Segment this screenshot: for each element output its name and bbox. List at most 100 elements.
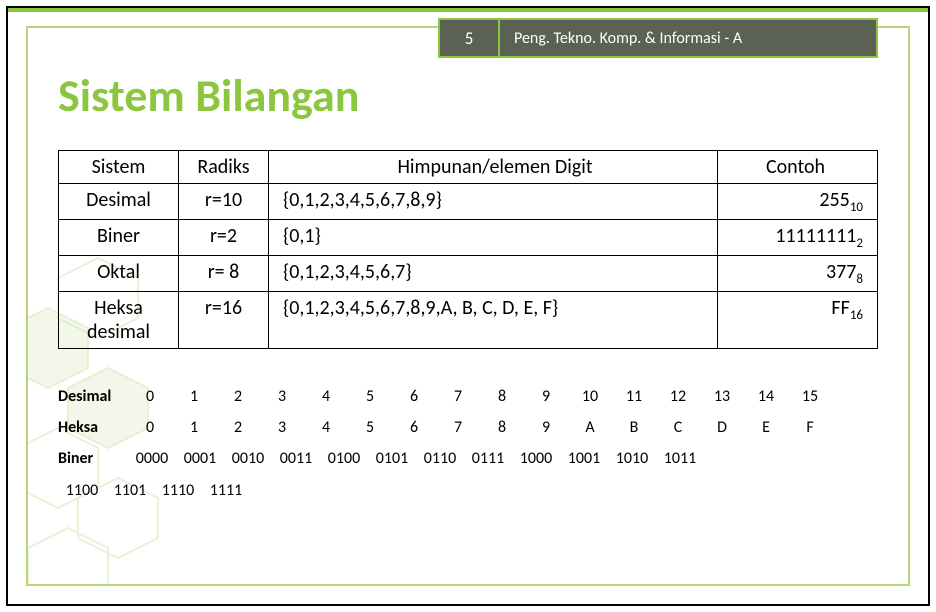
value-cell: 1101: [106, 477, 154, 504]
value-cell: 0011: [272, 445, 320, 472]
value-cell: 3: [260, 414, 304, 441]
cell-system: Heksa desimal: [59, 292, 179, 349]
value-cell: 0001: [176, 445, 224, 472]
cell-radix: r=10: [179, 184, 269, 220]
value-cell: E: [744, 414, 788, 441]
cell-set: {0,1,2,3,4,5,6,7,8,9}: [269, 184, 718, 220]
value-cell: 15: [788, 383, 832, 410]
course-title: Peng. Tekno. Komp. & Informasi - A: [500, 29, 876, 48]
value-cell: 5: [348, 383, 392, 410]
value-cell: 1: [172, 414, 216, 441]
col-header-set: Himpunan/elemen Digit: [269, 151, 718, 184]
biner-label: Biner: [58, 445, 128, 472]
cell-system: Desimal: [59, 184, 179, 220]
cell-radix: r=2: [179, 220, 269, 256]
content-area: Sistem Radiks Himpunan/elemen Digit Cont…: [58, 150, 878, 508]
value-cell: 6: [392, 383, 436, 410]
table-row: Desimal r=10 {0,1,2,3,4,5,6,7,8,9} 25510: [59, 184, 878, 220]
cell-system: Biner: [59, 220, 179, 256]
value-cell: D: [700, 414, 744, 441]
example-sub: 2: [856, 236, 863, 251]
value-cell: 5: [348, 414, 392, 441]
col-header-system: Sistem: [59, 151, 179, 184]
value-cell: 0010: [224, 445, 272, 472]
cell-set: {0,1,2,3,4,5,6,7}: [269, 256, 718, 292]
cell-example: 25510: [718, 184, 878, 220]
value-cell: 4: [304, 383, 348, 410]
value-cell: 6: [392, 414, 436, 441]
table-row: Heksa desimal r=16 {0,1,2,3,4,5,6,7,8,9,…: [59, 292, 878, 349]
value-cell: 1111: [202, 477, 250, 504]
cell-set: {0,1,2,3,4,5,6,7,8,9,A, B, C, D, E, F}: [269, 292, 718, 349]
col-header-example: Contoh: [718, 151, 878, 184]
value-cell: 0: [128, 414, 172, 441]
value-cell: 4: [304, 414, 348, 441]
decimal-label: Desimal: [58, 383, 128, 410]
slide-inner: 5 Peng. Tekno. Komp. & Informasi - A Sis…: [26, 26, 910, 586]
cell-example: 111111112: [718, 220, 878, 256]
hex-row: Heksa 0123456789ABCDEF: [58, 414, 878, 441]
value-cell: A: [568, 414, 612, 441]
value-cell: B: [612, 414, 656, 441]
biner-row-2: 1100110111101111: [58, 477, 878, 504]
header-box: 5 Peng. Tekno. Komp. & Informasi - A: [438, 18, 878, 58]
conversion-block: Desimal 0123456789101112131415 Heksa 012…: [58, 383, 878, 504]
value-cell: 10: [568, 383, 612, 410]
slide-title: Sistem Bilangan: [58, 68, 359, 124]
value-cell: 3: [260, 383, 304, 410]
cell-example: FF16: [718, 292, 878, 349]
decimal-row: Desimal 0123456789101112131415: [58, 383, 878, 410]
biner-values-1: 0000000100100011010001010110011110001001…: [128, 445, 704, 472]
col-header-radix: Radiks: [179, 151, 269, 184]
value-cell: 7: [436, 414, 480, 441]
example-sub: 16: [850, 308, 863, 323]
value-cell: 1001: [560, 445, 608, 472]
page-number: 5: [440, 20, 500, 56]
table-header-row: Sistem Radiks Himpunan/elemen Digit Cont…: [59, 151, 878, 184]
biner-row-1: Biner 0000000100100011010001010110011110…: [58, 445, 878, 472]
value-cell: 1000: [512, 445, 560, 472]
example-value: FF: [831, 296, 849, 320]
table-row: Biner r=2 {0,1} 111111112: [59, 220, 878, 256]
table-row: Oktal r= 8 {0,1,2,3,4,5,6,7} 3778: [59, 256, 878, 292]
value-cell: 0: [128, 383, 172, 410]
accent-bar: [8, 8, 928, 12]
value-cell: 11: [612, 383, 656, 410]
value-cell: 0000: [128, 445, 176, 472]
example-value: 377: [826, 260, 856, 284]
value-cell: 2: [216, 414, 260, 441]
value-cell: 9: [524, 383, 568, 410]
example-value: 255: [819, 188, 849, 212]
value-cell: 0101: [368, 445, 416, 472]
decimal-values: 0123456789101112131415: [128, 383, 832, 410]
cell-example: 3778: [718, 256, 878, 292]
value-cell: 14: [744, 383, 788, 410]
number-systems-table: Sistem Radiks Himpunan/elemen Digit Cont…: [58, 150, 878, 349]
value-cell: 12: [656, 383, 700, 410]
value-cell: 1100: [58, 477, 106, 504]
hex-label: Heksa: [58, 414, 128, 441]
value-cell: C: [656, 414, 700, 441]
value-cell: 8: [480, 383, 524, 410]
cell-system: Oktal: [59, 256, 179, 292]
hex-values: 0123456789ABCDEF: [128, 414, 832, 441]
biner-values-2: 1100110111101111: [58, 477, 250, 504]
value-cell: 2: [216, 383, 260, 410]
slide-outer: 5 Peng. Tekno. Komp. & Informasi - A Sis…: [6, 6, 930, 606]
cell-radix: r=16: [179, 292, 269, 349]
value-cell: F: [788, 414, 832, 441]
value-cell: 0111: [464, 445, 512, 472]
value-cell: 9: [524, 414, 568, 441]
value-cell: 13: [700, 383, 744, 410]
example-value: 11111111: [775, 224, 856, 248]
value-cell: 0110: [416, 445, 464, 472]
value-cell: 7: [436, 383, 480, 410]
value-cell: 1110: [154, 477, 202, 504]
value-cell: 0100: [320, 445, 368, 472]
value-cell: 1010: [608, 445, 656, 472]
example-sub: 8: [856, 272, 863, 287]
value-cell: 1011: [656, 445, 704, 472]
example-sub: 10: [850, 200, 863, 215]
value-cell: 1: [172, 383, 216, 410]
cell-set: {0,1}: [269, 220, 718, 256]
